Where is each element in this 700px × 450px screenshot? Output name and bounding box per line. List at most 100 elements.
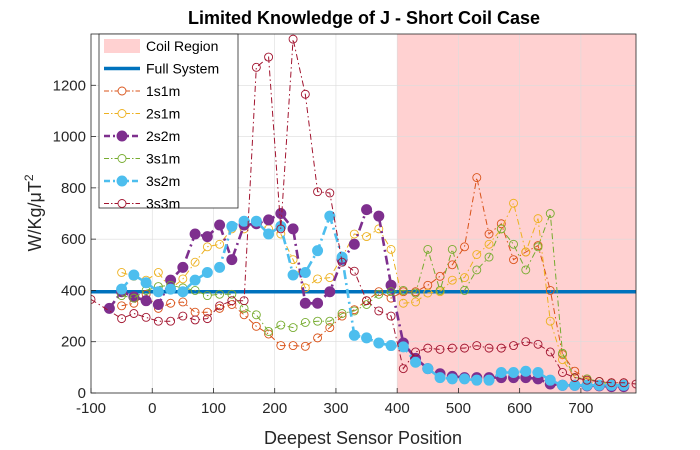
legend-label-5: 3s1m xyxy=(146,151,180,167)
series-line-3s3m xyxy=(91,38,636,385)
legend-entry-3: 2s1m xyxy=(104,106,180,122)
point-3s1m-26 xyxy=(435,285,445,295)
point-3s2m-5 xyxy=(177,286,189,298)
series-layer xyxy=(91,34,636,393)
y-tick-label-5: 1000 xyxy=(53,129,86,146)
point-1s1m-5 xyxy=(178,297,188,307)
point-3s2m-16 xyxy=(312,245,324,257)
point-3s3m-5 xyxy=(166,316,176,326)
point-3s3m-3 xyxy=(141,312,151,322)
point-2s1m-30 xyxy=(484,239,494,249)
legend-marker-2s2m xyxy=(116,130,128,142)
point-3s1m-8 xyxy=(215,289,225,299)
point-1s1m-11 xyxy=(251,321,261,331)
point-3s3m-41 xyxy=(607,378,616,388)
point-3s1m-13 xyxy=(276,320,286,330)
point-3s2m-31 xyxy=(495,366,507,378)
point-3s1m-21 xyxy=(374,289,384,299)
point-2s2m-21 xyxy=(361,204,373,216)
point-3s3m-36 xyxy=(545,347,555,357)
point-3s3m-30 xyxy=(472,341,482,351)
point-3s3m-12 xyxy=(251,62,261,72)
legend-entry-1: Full System xyxy=(104,61,219,77)
point-3s1m-12 xyxy=(264,327,274,336)
point-2s1m-15 xyxy=(300,283,310,293)
chart-title: Limited Knowledge of J - Short Coil Case xyxy=(188,8,540,28)
point-3s1m-35 xyxy=(545,209,555,218)
point-3s2m-24 xyxy=(410,356,422,368)
point-3s2m-30 xyxy=(483,374,495,386)
point-3s1m-15 xyxy=(300,318,310,327)
point-3s3m-18 xyxy=(325,188,335,198)
series-line-3s1m xyxy=(121,213,624,386)
point-2s1m-29 xyxy=(472,250,482,259)
series-3s2m xyxy=(116,210,630,391)
point-2s2m-20 xyxy=(348,238,360,250)
point-3s1m-25 xyxy=(423,244,433,254)
point-3s2m-28 xyxy=(459,373,471,385)
point-3s1m-1 xyxy=(129,293,139,303)
point-2s1m-19 xyxy=(349,229,359,239)
x-tick-label-6: 500 xyxy=(446,400,471,417)
series-line-2s1m xyxy=(121,201,624,386)
point-2s1m-17 xyxy=(325,273,335,283)
point-1s1m-31 xyxy=(496,219,506,229)
point-3s1m-22 xyxy=(386,287,396,297)
point-1s1m-15 xyxy=(300,341,310,351)
point-3s3m-15 xyxy=(288,34,298,44)
point-3s3m-20 xyxy=(349,266,359,276)
point-3s3m-22 xyxy=(374,306,384,316)
point-3s3m-32 xyxy=(496,343,506,353)
point-3s1m-27 xyxy=(447,244,457,254)
point-3s2m-22 xyxy=(385,340,397,352)
point-3s3m-16 xyxy=(300,89,310,99)
point-1s1m-7 xyxy=(202,307,212,317)
point-3s1m-28 xyxy=(460,285,469,295)
point-1s1m-35 xyxy=(545,285,555,295)
point-1s1m-12 xyxy=(264,329,274,339)
point-2s2m-10 xyxy=(226,254,238,266)
point-3s2m-29 xyxy=(471,374,483,386)
point-3s3m-31 xyxy=(484,343,494,353)
point-3s2m-15 xyxy=(299,266,311,278)
point-3s2m-38 xyxy=(581,379,593,391)
point-3s3m-10 xyxy=(227,296,237,306)
point-2s2m-17 xyxy=(312,297,324,309)
point-3s3m-8 xyxy=(202,314,212,324)
point-3s3m-2 xyxy=(129,309,139,318)
point-3s2m-3 xyxy=(152,286,164,298)
point-2s2m-23 xyxy=(385,279,397,291)
x-tick-label-1: 0 xyxy=(148,400,156,417)
point-3s1m-18 xyxy=(337,309,347,318)
point-1s1m-29 xyxy=(472,173,482,183)
point-3s3m-28 xyxy=(447,343,457,353)
point-3s1m-17 xyxy=(325,316,335,326)
x-tick-label-3: 200 xyxy=(262,400,287,417)
point-3s3m-33 xyxy=(509,341,518,351)
point-2s1m-33 xyxy=(521,247,531,257)
point-2s2m-9 xyxy=(214,219,226,231)
point-3s2m-0 xyxy=(116,283,128,295)
point-3s2m-32 xyxy=(508,366,520,378)
point-3s3m-19 xyxy=(337,257,347,267)
point-3s3m-39 xyxy=(582,375,592,385)
point-2s1m-5 xyxy=(178,274,188,284)
point-3s2m-34 xyxy=(532,366,544,378)
point-3s3m-40 xyxy=(594,377,604,386)
point-3s3m-13 xyxy=(264,52,274,62)
point-3s2m-23 xyxy=(397,341,409,353)
point-3s3m-29 xyxy=(460,343,469,353)
legend-entry-6: 3s2m xyxy=(104,173,180,189)
legend-entry-7: 3s3m xyxy=(104,196,180,212)
point-3s3m-6 xyxy=(178,311,188,321)
point-3s3m-25 xyxy=(411,347,421,357)
point-3s1m-32 xyxy=(509,239,518,249)
legend-label-0: Coil Region xyxy=(146,38,218,54)
legend-label-1: Full System xyxy=(146,61,219,77)
point-3s2m-11 xyxy=(250,215,262,227)
point-3s2m-27 xyxy=(446,373,458,385)
legend-entry-4: 2s2m xyxy=(104,128,180,144)
point-3s3m-37 xyxy=(558,368,567,377)
point-3s2m-6 xyxy=(189,274,201,286)
point-3s3m-38 xyxy=(570,373,580,383)
